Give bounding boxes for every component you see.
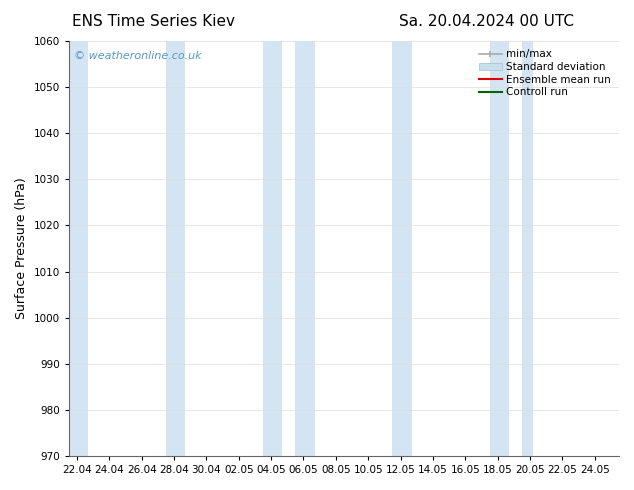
Text: Sa. 20.04.2024 00 UTC: Sa. 20.04.2024 00 UTC	[399, 14, 574, 29]
Bar	[489, 41, 509, 456]
Bar	[69, 41, 88, 456]
Text: © weatheronline.co.uk: © weatheronline.co.uk	[74, 51, 202, 61]
Bar	[392, 41, 412, 456]
Text: ENS Time Series Kiev: ENS Time Series Kiev	[72, 14, 235, 29]
Y-axis label: Surface Pressure (hPa): Surface Pressure (hPa)	[15, 178, 28, 319]
Bar	[522, 41, 533, 456]
Legend: min/max, Standard deviation, Ensemble mean run, Controll run: min/max, Standard deviation, Ensemble me…	[476, 46, 614, 100]
Bar	[263, 41, 282, 456]
Bar	[295, 41, 315, 456]
Bar	[166, 41, 185, 456]
